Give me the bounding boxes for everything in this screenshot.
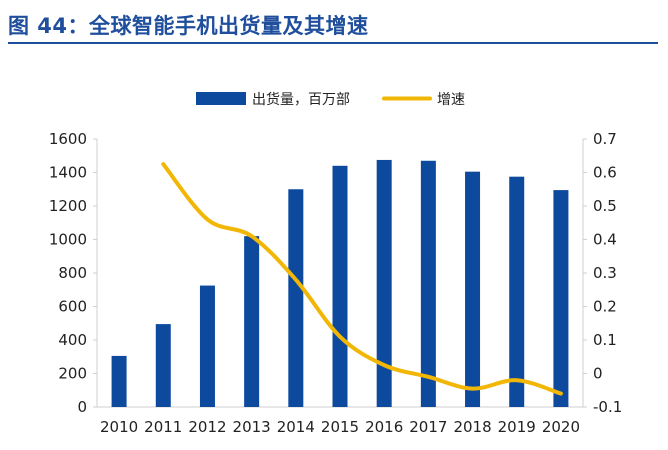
bar-2019 — [509, 176, 525, 407]
bar-2020 — [553, 190, 569, 407]
x-axis-tick-label: 2013 — [233, 418, 271, 436]
right-axis-tick-label: 0.2 — [593, 298, 617, 316]
left-axis-tick-label: 200 — [58, 365, 87, 383]
tick-labels: 0 200 400 600 800 1000 1200 1400 1600 -0.1 0 0.1 0.2… — [49, 130, 622, 436]
left-axis-tick-label: 1400 — [49, 164, 87, 182]
x-axis-tick-label: 2012 — [188, 418, 226, 436]
left-axis-tick-label: 400 — [58, 331, 87, 349]
legend-bar-swatch — [196, 92, 246, 105]
bar-2011 — [155, 324, 171, 407]
right-axis-tick-label: 0.3 — [593, 264, 617, 282]
bar-2015 — [332, 165, 348, 407]
legend-bar-label: 出货量，百万部 — [252, 91, 350, 108]
x-axis-tick-label: 2015 — [321, 418, 359, 436]
bar-2013 — [244, 236, 260, 407]
legend-line-label: 增速 — [437, 92, 465, 108]
bar-2012 — [199, 285, 215, 407]
right-axis-tick-label: 0.5 — [593, 197, 617, 215]
left-axis-tick-label: 1000 — [49, 231, 87, 249]
left-axis-tick-label: 0 — [77, 398, 87, 416]
bar-2018 — [465, 171, 481, 407]
x-axis-tick-label: 2011 — [144, 418, 182, 436]
bar-2017 — [420, 160, 436, 407]
figure-title: 图 44：全球智能手机出货量及其增速 — [8, 14, 369, 38]
line-series — [161, 162, 563, 396]
bar-2016 — [376, 159, 392, 407]
left-axis-tick-label: 600 — [58, 298, 87, 316]
bar-series — [111, 159, 569, 407]
right-axis-tick-label: 0 — [593, 365, 603, 383]
right-axis-tick-label: 0.1 — [593, 331, 617, 349]
x-axis-tick-label: 2016 — [365, 418, 403, 436]
left-axis-tick-label: 1200 — [49, 197, 87, 215]
right-axis-tick-label: -0.1 — [593, 398, 622, 416]
bar-2010 — [111, 355, 127, 407]
figure-header: 图 44：全球智能手机出货量及其增速 — [8, 6, 658, 44]
x-axis-tick-label: 2014 — [277, 418, 315, 436]
x-axis-tick-label: 2019 — [498, 418, 536, 436]
x-axis-tick-label: 2018 — [453, 418, 491, 436]
right-axis-tick-label: 0.7 — [593, 130, 617, 148]
right-axis-tick-label: 0.6 — [593, 164, 617, 182]
left-axis-tick-label: 800 — [58, 264, 87, 282]
x-axis-tick-label: 2010 — [100, 418, 138, 436]
left-axis-tick-label: 1600 — [49, 130, 87, 148]
x-axis-tick-label: 2017 — [409, 418, 447, 436]
title-rule — [8, 42, 658, 44]
bar-2014 — [288, 189, 304, 407]
legend: 出货量，百万部 增速 — [196, 91, 465, 108]
growth-line — [161, 162, 563, 396]
x-axis-tick-label: 2020 — [542, 418, 580, 436]
right-axis-tick-label: 0.4 — [593, 231, 617, 249]
